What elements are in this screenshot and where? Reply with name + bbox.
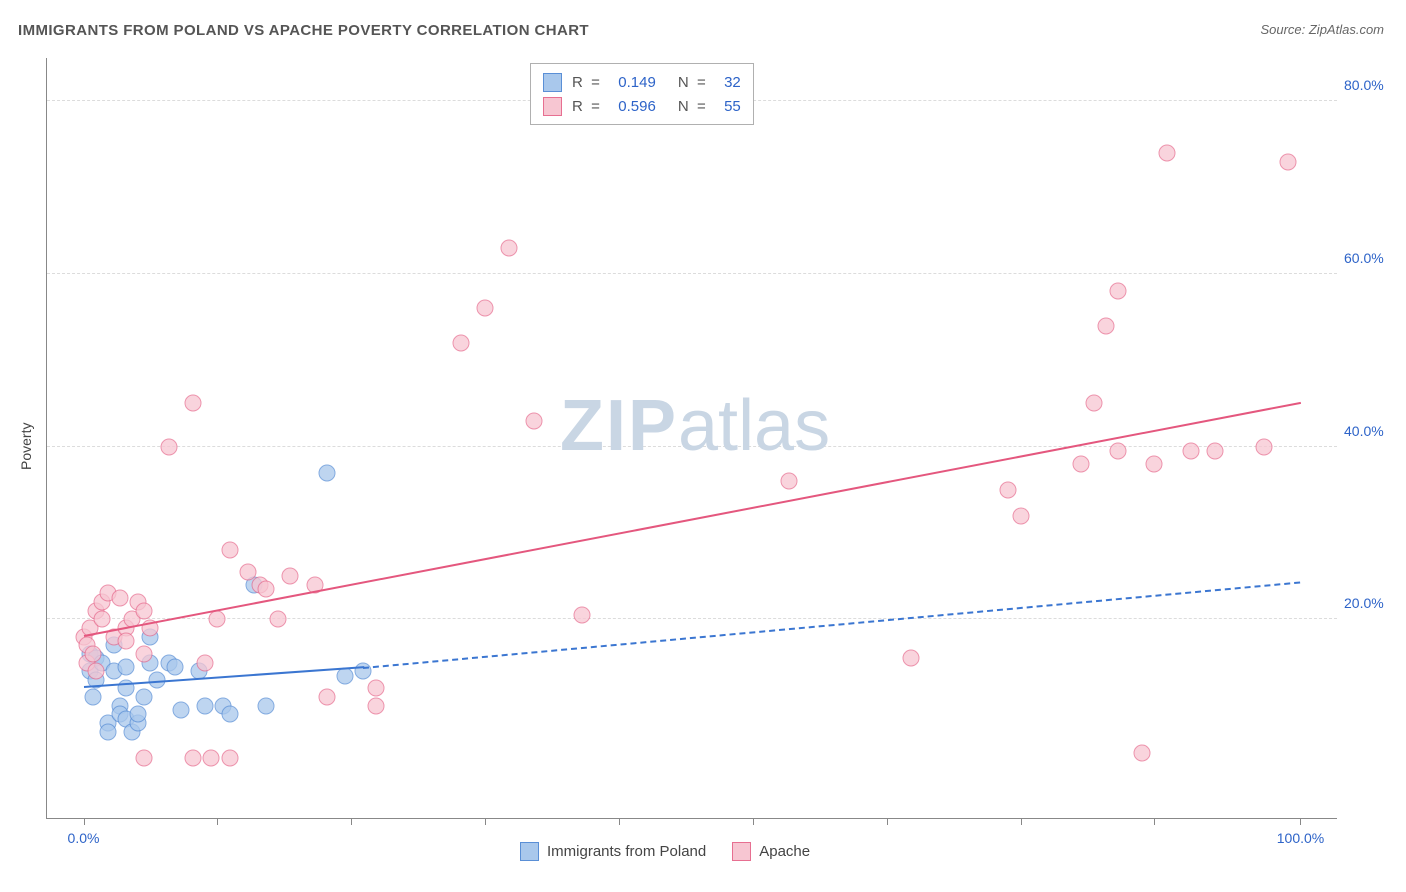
data-point-poland (85, 689, 102, 706)
x-tick (485, 818, 486, 825)
series-legend: Immigrants from Poland Apache (520, 842, 810, 861)
data-point-apache (112, 589, 129, 606)
x-tick (887, 818, 888, 825)
x-tick (1300, 818, 1301, 825)
data-point-apache (501, 240, 518, 257)
data-point-apache (1146, 455, 1163, 472)
x-tick (1021, 818, 1022, 825)
x-tick (619, 818, 620, 825)
x-tick-label: 0.0% (68, 830, 100, 846)
legend-r-label: R = (572, 74, 600, 91)
data-point-apache (525, 412, 542, 429)
gridline (47, 446, 1337, 447)
data-point-apache (209, 611, 226, 628)
data-point-apache (903, 650, 920, 667)
x-tick (1154, 818, 1155, 825)
data-point-apache (318, 689, 335, 706)
correlation-legend: R = 0.149 N = 32 R = 0.596 N = 55 (530, 63, 754, 125)
data-point-poland (130, 706, 147, 723)
legend-swatch (543, 73, 562, 92)
data-point-apache (185, 395, 202, 412)
legend-r-value: 0.149 (610, 74, 656, 91)
data-point-apache (1280, 153, 1297, 170)
data-point-apache (136, 602, 153, 619)
legend-item-label: Immigrants from Poland (547, 843, 706, 860)
data-point-apache (367, 680, 384, 697)
data-point-apache (1255, 438, 1272, 455)
y-tick-label: 60.0% (1344, 250, 1399, 266)
data-point-apache (781, 473, 798, 490)
legend-n-value: 55 (716, 98, 741, 115)
legend-item: Immigrants from Poland (520, 842, 706, 861)
data-point-apache (270, 611, 287, 628)
data-point-apache (197, 654, 214, 671)
source-attribution: Source: ZipAtlas.com (1260, 22, 1384, 37)
legend-swatch (732, 842, 751, 861)
data-point-poland (99, 723, 116, 740)
data-point-apache (118, 632, 135, 649)
gridline (47, 273, 1337, 274)
data-point-poland (258, 697, 275, 714)
data-point-poland (118, 658, 135, 675)
legend-row: R = 0.596 N = 55 (543, 94, 741, 118)
legend-swatch (543, 97, 562, 116)
data-point-apache (203, 749, 220, 766)
data-point-poland (136, 689, 153, 706)
legend-n-label: N = (678, 74, 706, 91)
data-point-apache (1158, 145, 1175, 162)
data-point-apache (452, 335, 469, 352)
legend-n-label: N = (678, 98, 706, 115)
data-point-apache (282, 568, 299, 585)
data-point-apache (93, 611, 110, 628)
data-point-apache (87, 663, 104, 680)
y-axis-label: Poverty (18, 423, 34, 470)
data-point-poland (318, 464, 335, 481)
x-tick (84, 818, 85, 825)
data-point-apache (367, 697, 384, 714)
data-point-apache (85, 645, 102, 662)
y-tick-label: 40.0% (1344, 423, 1399, 439)
data-point-apache (477, 300, 494, 317)
legend-row: R = 0.149 N = 32 (543, 70, 741, 94)
legend-item-label: Apache (759, 843, 810, 860)
data-point-apache (221, 749, 238, 766)
data-point-apache (258, 581, 275, 598)
data-point-poland (172, 702, 189, 719)
data-point-poland (166, 658, 183, 675)
gridline (47, 618, 1337, 619)
legend-item: Apache (732, 842, 810, 861)
trend-line-apache (83, 401, 1300, 636)
legend-r-label: R = (572, 98, 600, 115)
data-point-apache (160, 438, 177, 455)
data-point-apache (1109, 283, 1126, 300)
data-point-apache (136, 749, 153, 766)
data-point-apache (1085, 395, 1102, 412)
legend-swatch (520, 842, 539, 861)
scatter-plot: 20.0%40.0%60.0%80.0%0.0%100.0% (46, 58, 1337, 819)
data-point-apache (136, 645, 153, 662)
x-tick (753, 818, 754, 825)
data-point-poland (197, 697, 214, 714)
data-point-apache (1134, 745, 1151, 762)
data-point-apache (1000, 481, 1017, 498)
trend-line-poland-extension (363, 581, 1300, 668)
data-point-poland (221, 706, 238, 723)
data-point-apache (1073, 455, 1090, 472)
data-point-apache (1182, 442, 1199, 459)
x-tick-label: 100.0% (1277, 830, 1324, 846)
data-point-apache (1109, 442, 1126, 459)
data-point-apache (1012, 507, 1029, 524)
y-tick-label: 80.0% (1344, 77, 1399, 93)
data-point-apache (574, 607, 591, 624)
data-point-apache (185, 749, 202, 766)
data-point-apache (1207, 442, 1224, 459)
y-tick-label: 20.0% (1344, 595, 1399, 611)
data-point-apache (1097, 317, 1114, 334)
chart-title: IMMIGRANTS FROM POLAND VS APACHE POVERTY… (18, 22, 589, 39)
x-tick (351, 818, 352, 825)
data-point-apache (221, 542, 238, 559)
legend-n-value: 32 (716, 74, 741, 91)
x-tick (217, 818, 218, 825)
legend-r-value: 0.596 (610, 98, 656, 115)
